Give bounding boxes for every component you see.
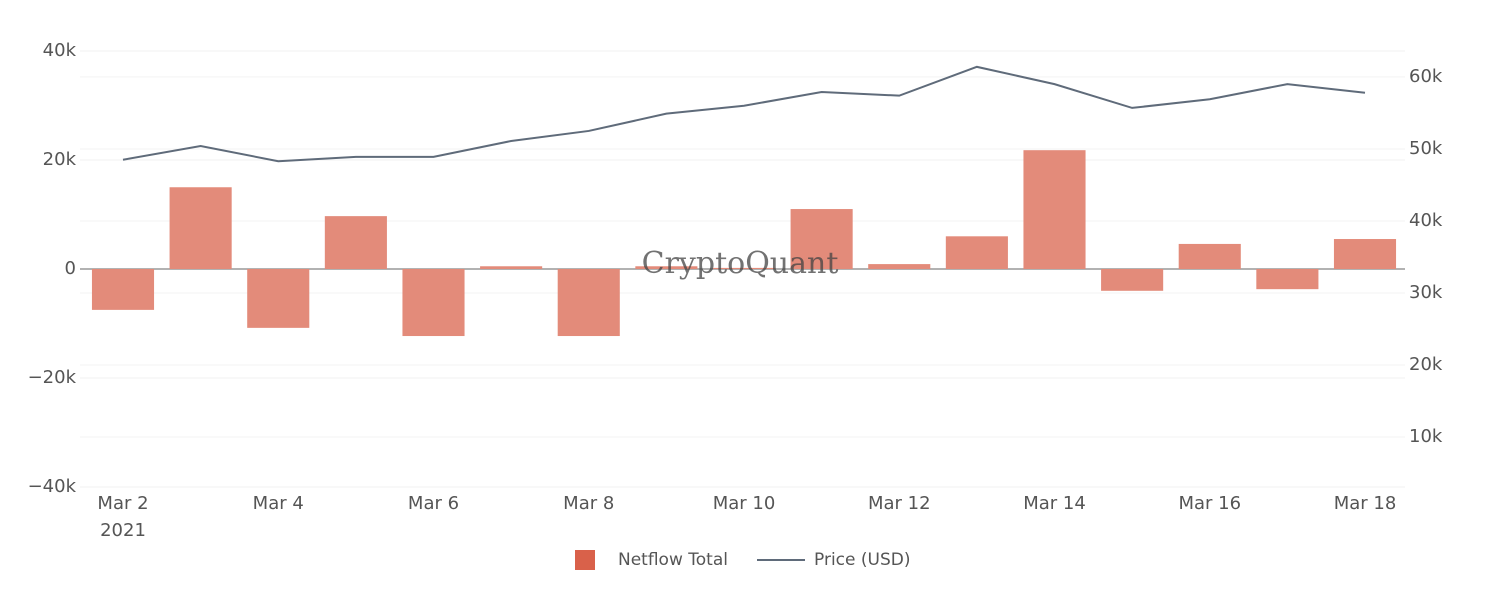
bar (635, 266, 698, 269)
x-year-label: 2021 (100, 520, 146, 541)
bar (557, 269, 620, 337)
x-tick-label: Mar 16 (1178, 493, 1241, 514)
y2-tick-label: 30k (1409, 282, 1443, 303)
legend-swatch (575, 550, 595, 570)
y2-tick-label: 10k (1409, 426, 1443, 447)
x-tick-label: Mar 2 (97, 493, 148, 514)
bar (480, 266, 543, 269)
bar (790, 209, 853, 269)
bar (868, 264, 931, 269)
bar (324, 216, 387, 269)
y2-tick-label: 60k (1409, 66, 1443, 87)
x-tick-label: Mar 18 (1334, 493, 1397, 514)
bar (247, 269, 310, 328)
y-tick-label: −40k (28, 476, 77, 497)
bar (169, 187, 232, 269)
y2-tick-label: 40k (1409, 210, 1443, 231)
bar (1256, 269, 1319, 290)
y-tick-label: 0 (65, 258, 76, 279)
x-tick-label: Mar 8 (563, 493, 614, 514)
x-tick-label: Mar 12 (868, 493, 931, 514)
legend-label: Netflow Total (618, 550, 728, 570)
legend-label: Price (USD) (814, 550, 910, 570)
y-tick-label: 20k (43, 149, 77, 170)
y2-tick-label: 20k (1409, 354, 1443, 375)
x-tick-label: Mar 6 (408, 493, 459, 514)
price-line (122, 65, 1366, 163)
bar (1333, 239, 1397, 269)
bar (91, 269, 155, 310)
y2-tick-label: 50k (1409, 138, 1443, 159)
x-tick-label: Mar 4 (253, 493, 304, 514)
x-tick-label: Mar 14 (1023, 493, 1086, 514)
bar (712, 267, 776, 269)
bar (1023, 150, 1086, 269)
watermark: CryptoQuant (642, 246, 839, 281)
bar (402, 269, 465, 337)
y-tick-label: 40k (43, 40, 77, 61)
bar (1178, 243, 1241, 269)
bar (1101, 269, 1164, 291)
bar (945, 236, 1008, 269)
y-tick-label: −20k (28, 367, 77, 388)
x-tick-label: Mar 10 (713, 493, 776, 514)
